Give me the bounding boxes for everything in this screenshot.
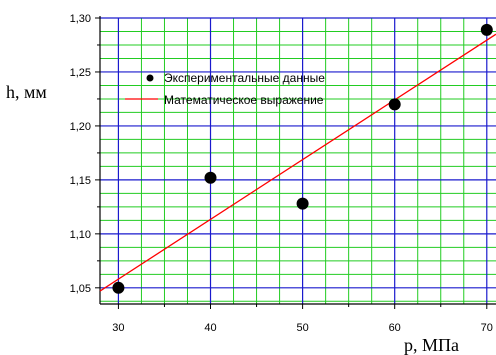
fit-line — [99, 33, 496, 292]
x-tick-label: 50 — [296, 322, 308, 334]
data-point — [388, 98, 401, 111]
x-tick-label: 60 — [389, 322, 401, 334]
y-tick-label: 1,20 — [70, 121, 91, 133]
legend: Экспериментальные данные Математическое … — [125, 71, 325, 107]
axes — [99, 16, 496, 305]
grid — [100, 17, 496, 304]
data-point — [480, 23, 493, 36]
data-point — [296, 197, 309, 210]
x-tick-label: 70 — [481, 322, 493, 334]
y-tick-label: 1,15 — [70, 175, 91, 187]
data-point — [112, 281, 125, 294]
legend-label-line: Математическое выражение — [164, 93, 324, 107]
data-points-series — [112, 23, 493, 294]
x-tick-label: 40 — [204, 322, 216, 334]
y-tick-label: 1,30 — [70, 13, 91, 25]
y-tick-label: 1,10 — [70, 229, 91, 241]
x-ticks: 30 40 50 60 70 — [112, 304, 493, 334]
y-tick-label: 1,05 — [70, 283, 91, 295]
y-tick-label: 1,25 — [70, 67, 91, 79]
y-axis-title: h, мм — [6, 82, 47, 102]
fit-line-series — [99, 33, 496, 292]
x-axis-title: p, МПа — [404, 335, 459, 355]
x-tick-label: 30 — [112, 322, 124, 334]
legend-label-scatter: Экспериментальные данные — [164, 71, 325, 85]
y-ticks: 1,05 1,10 1,15 1,20 1,25 1,30 — [70, 13, 100, 295]
legend-marker-scatter — [146, 74, 154, 82]
data-point — [204, 171, 217, 184]
